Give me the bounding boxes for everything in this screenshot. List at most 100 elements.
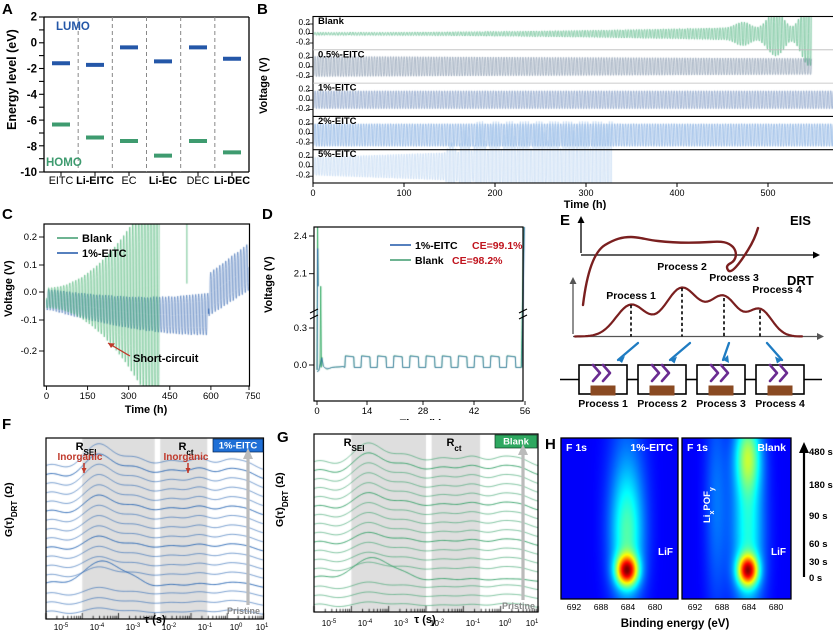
svg-text:-0.2: -0.2: [296, 103, 311, 113]
svg-text:-6: -6: [27, 116, 37, 128]
svg-text:10-5: 10-5: [322, 618, 337, 628]
svg-text:0.2: 0.2: [298, 150, 310, 160]
svg-text:500: 500: [760, 188, 775, 198]
svg-text:-0.1: -0.1: [21, 315, 37, 326]
svg-text:0.2: 0.2: [24, 232, 37, 243]
svg-text:Energy level (eV): Energy level (eV): [5, 29, 19, 130]
svg-text:Pristine: Pristine: [502, 601, 535, 611]
svg-text:0.3: 0.3: [294, 323, 307, 334]
svg-text:F: F: [2, 416, 11, 433]
svg-text:Li-DEC: Li-DEC: [214, 175, 250, 187]
svg-text:Voltage (V): Voltage (V): [258, 57, 270, 114]
svg-text:F 1s: F 1s: [566, 442, 587, 454]
svg-text:0.0: 0.0: [298, 126, 310, 136]
svg-text:Process 1: Process 1: [606, 290, 656, 302]
svg-text:E: E: [560, 212, 570, 229]
svg-text:60 s: 60 s: [809, 539, 828, 550]
svg-text:G: G: [277, 429, 289, 446]
svg-text:10-4: 10-4: [90, 622, 105, 632]
svg-text:0.0: 0.0: [294, 360, 307, 371]
svg-text:D: D: [262, 206, 273, 223]
svg-text:LiF: LiF: [658, 547, 673, 558]
svg-text:-0.2: -0.2: [296, 70, 311, 80]
svg-text:Process 4: Process 4: [755, 398, 805, 410]
svg-text:Inorganic: Inorganic: [163, 452, 208, 463]
svg-text:0.1: 0.1: [24, 260, 37, 271]
svg-text:Pristine: Pristine: [227, 606, 260, 616]
svg-text:-0.2: -0.2: [296, 37, 311, 47]
svg-text:LixPOFy: LixPOFy: [702, 487, 716, 523]
svg-text:0: 0: [310, 188, 315, 198]
svg-text:A: A: [2, 1, 13, 18]
svg-text:2.1: 2.1: [294, 269, 307, 280]
svg-text:Li-EITC: Li-EITC: [76, 175, 114, 187]
svg-text:0.0: 0.0: [298, 160, 310, 170]
svg-text:Li-EC: Li-EC: [149, 175, 177, 187]
svg-text:0 s: 0 s: [809, 573, 822, 584]
svg-text:EC: EC: [122, 175, 137, 187]
svg-text:0.0: 0.0: [298, 60, 310, 70]
svg-text:C: C: [2, 206, 13, 223]
svg-text:LiF: LiF: [771, 547, 786, 558]
svg-text:G(τ)DRT (Ω): G(τ)DRT (Ω): [275, 472, 290, 527]
svg-text:10-2: 10-2: [162, 622, 177, 632]
svg-text:H: H: [545, 436, 556, 453]
svg-text:400: 400: [669, 188, 684, 198]
svg-text:692: 692: [688, 602, 703, 612]
svg-text:150: 150: [80, 391, 96, 402]
svg-text:LUMO: LUMO: [56, 21, 90, 33]
svg-text:450: 450: [162, 391, 178, 402]
svg-text:Blank: Blank: [503, 437, 530, 448]
svg-text:5%-EITC: 5%-EITC: [318, 149, 357, 160]
svg-text:10-1: 10-1: [198, 622, 213, 632]
svg-text:300: 300: [121, 391, 137, 402]
svg-text:600: 600: [203, 391, 219, 402]
svg-text:0.2: 0.2: [298, 117, 310, 127]
svg-text:Process 1: Process 1: [578, 398, 628, 410]
svg-text:CE=99.1%: CE=99.1%: [472, 240, 523, 252]
svg-text:2%-EITC: 2%-EITC: [318, 116, 357, 127]
svg-text:1%-EITC: 1%-EITC: [82, 248, 127, 260]
svg-text:-2: -2: [27, 64, 37, 76]
svg-text:684: 684: [742, 602, 757, 612]
svg-text:0.2: 0.2: [298, 17, 310, 27]
svg-text:Short-circuit: Short-circuit: [133, 353, 199, 365]
svg-text:Process 3: Process 3: [709, 272, 759, 284]
svg-text:10-4: 10-4: [358, 618, 373, 628]
svg-text:Blank: Blank: [415, 255, 444, 267]
svg-text:-8: -8: [27, 142, 38, 154]
svg-text:10-2: 10-2: [430, 618, 445, 628]
svg-text:-4: -4: [27, 90, 38, 102]
svg-text:750: 750: [245, 391, 260, 402]
svg-text:480 s: 480 s: [809, 447, 833, 458]
svg-text:100: 100: [396, 188, 411, 198]
svg-text:Process 2: Process 2: [637, 398, 687, 410]
svg-text:2: 2: [31, 12, 37, 24]
svg-text:Blank: Blank: [82, 233, 113, 245]
svg-text:688: 688: [715, 602, 730, 612]
svg-text:688: 688: [594, 602, 609, 612]
svg-text:CE=98.2%: CE=98.2%: [452, 255, 503, 267]
svg-text:1%-EITC: 1%-EITC: [219, 441, 258, 452]
svg-text:1%-EITC: 1%-EITC: [318, 83, 357, 94]
svg-text:0: 0: [31, 38, 37, 50]
svg-text:EIS: EIS: [790, 213, 811, 228]
svg-text:RSEI: RSEI: [344, 437, 365, 453]
svg-text:Blank: Blank: [757, 442, 786, 454]
svg-text:300: 300: [578, 188, 593, 198]
svg-text:Inorganic: Inorganic: [57, 452, 102, 463]
svg-text:Process 2: Process 2: [657, 261, 707, 273]
svg-text:680: 680: [769, 602, 784, 612]
svg-text:100: 100: [230, 622, 243, 632]
svg-text:180 s: 180 s: [809, 480, 833, 491]
svg-text:-0.2: -0.2: [296, 136, 311, 146]
svg-text:0.5%-EITC: 0.5%-EITC: [318, 49, 365, 60]
svg-text:-0.2: -0.2: [296, 170, 311, 180]
svg-text:-0.2: -0.2: [21, 346, 37, 357]
svg-text:0.0: 0.0: [298, 27, 310, 37]
svg-text:10-3: 10-3: [126, 622, 141, 632]
svg-text:10-5: 10-5: [54, 622, 69, 632]
svg-text:Process 4: Process 4: [752, 284, 802, 296]
svg-text:EITC: EITC: [49, 175, 74, 187]
svg-text:684: 684: [621, 602, 636, 612]
